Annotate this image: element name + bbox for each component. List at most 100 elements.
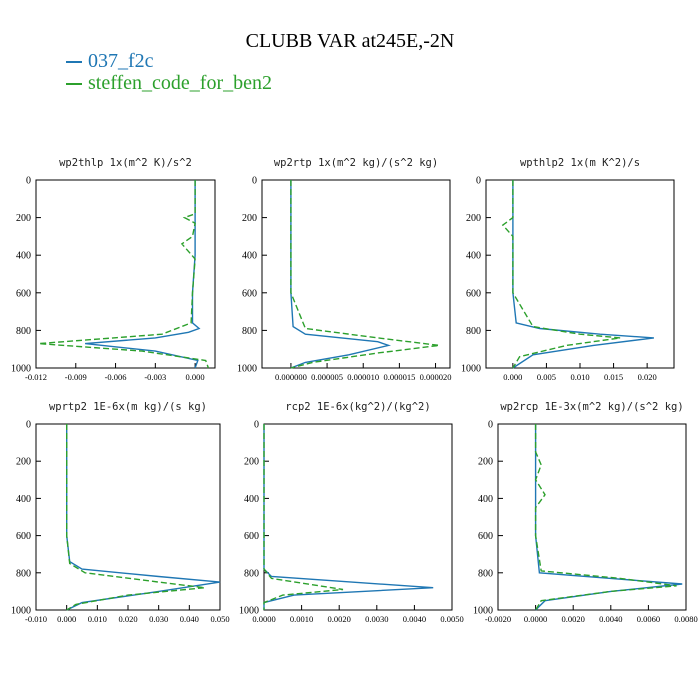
x-tick-label-4-2: 0.0020 [328, 614, 351, 624]
series-line-3-0 [65, 424, 221, 611]
x-tick-label-2-1: 0.005 [537, 372, 556, 382]
series-line-5-0 [534, 424, 683, 611]
y-tick-label-3-4: 800 [16, 568, 31, 579]
y-tick-label-2-5: 1000 [461, 364, 481, 375]
y-tick-label-3-1: 200 [16, 457, 31, 468]
y-tick-label-3-0: 0 [26, 420, 31, 431]
y-tick-label-1-5: 1000 [237, 364, 257, 375]
y-tick-label-5-5: 1000 [473, 606, 493, 617]
series-line-3-1 [65, 424, 205, 611]
x-tick-label-0-1: -0.009 [65, 372, 87, 382]
y-tick-label-0-4: 800 [16, 326, 31, 337]
plot-title-1: wp2rtp 1x(m^2 kg)/(s^2 kg) [274, 157, 438, 169]
legend: 037_f2c steffen_code_for_ben2 [66, 50, 272, 94]
y-tick-label-3-2: 400 [16, 494, 31, 505]
series-line-2-1 [501, 180, 621, 369]
series-line-0-0 [85, 180, 201, 369]
x-tick-label-3-2: 0.010 [88, 614, 107, 624]
y-tick-label-1-4: 800 [242, 326, 257, 337]
x-tick-label-2-3: 0.015 [604, 372, 623, 382]
y-tick-label-0-3: 600 [16, 288, 31, 299]
y-tick-label-4-4: 800 [244, 568, 259, 579]
y-tick-label-1-1: 200 [242, 213, 257, 224]
series-line-4-0 [263, 424, 434, 610]
figure-title: CLUBB VAR at245E,-2N [245, 30, 455, 52]
plot-title-3: wprtp2 1E-6x(m kg)/(s kg) [49, 401, 207, 413]
y-tick-label-3-5: 1000 [11, 606, 31, 617]
x-tick-label-3-6: 0.050 [210, 614, 229, 624]
x-tick-label-5-1: 0.0000 [524, 614, 547, 624]
x-tick-label-5-4: 0.0060 [637, 614, 660, 624]
x-tick-label-0-2: -0.006 [105, 372, 127, 382]
x-tick-label-5-3: 0.0040 [599, 614, 622, 624]
x-tick-label-4-3: 0.0030 [365, 614, 388, 624]
x-tick-label-0-0: -0.012 [25, 372, 47, 382]
y-tick-label-2-4: 800 [466, 326, 481, 337]
y-tick-label-4-0: 0 [254, 420, 259, 431]
plot-frame-2 [485, 179, 675, 369]
x-tick-label-3-1: 0.000 [57, 614, 76, 624]
x-tick-label-4-1: 0.0010 [290, 614, 313, 624]
x-tick-label-2-0: 0.000 [503, 372, 522, 382]
y-tick-label-4-1: 200 [244, 457, 259, 468]
x-tick-label-3-5: 0.040 [180, 614, 199, 624]
legend-swatch-037-f2c [66, 61, 82, 63]
legend-item-037-f2c: 037_f2c [66, 50, 272, 72]
y-tick-label-1-0: 0 [252, 176, 257, 187]
y-tick-label-5-0: 0 [488, 420, 493, 431]
y-tick-label-1-3: 600 [242, 288, 257, 299]
y-tick-label-3-3: 600 [16, 531, 31, 542]
x-tick-label-3-0: -0.010 [25, 614, 47, 624]
x-tick-label-5-2: 0.0020 [562, 614, 585, 624]
plot-title-5: wp2rcp 1E-3x(m^2 kg)/(s^2 kg) [500, 401, 683, 413]
y-tick-label-0-0: 0 [26, 176, 31, 187]
series-line-2-0 [512, 180, 654, 369]
x-tick-label-1-4: 0.000020 [420, 372, 452, 382]
y-tick-label-5-2: 400 [478, 494, 493, 505]
y-tick-label-4-2: 400 [244, 494, 259, 505]
plot-frame-3 [35, 423, 221, 611]
x-tick-label-1-1: 0.000005 [311, 372, 343, 382]
x-tick-label-2-2: 0.010 [570, 372, 589, 382]
legend-swatch-steffen [66, 83, 82, 85]
series-line-1-0 [290, 180, 392, 369]
series-line-0-1 [38, 180, 210, 369]
series-line-4-1 [263, 424, 344, 610]
legend-label-037-f2c: 037_f2c [88, 50, 154, 72]
x-tick-label-0-3: -0.003 [144, 372, 166, 382]
x-tick-label-1-0: 0.000000 [275, 372, 307, 382]
y-tick-label-5-1: 200 [478, 457, 493, 468]
legend-item-steffen: steffen_code_for_ben2 [66, 72, 272, 94]
y-tick-label-0-1: 200 [16, 213, 31, 224]
x-tick-label-2-4: 0.020 [638, 372, 657, 382]
plot-title-0: wp2thlp 1x(m^2 K)/s^2 [59, 157, 192, 169]
x-tick-label-5-5: 0.0080 [674, 614, 697, 624]
x-tick-label-4-5: 0.0050 [440, 614, 463, 624]
y-tick-label-0-5: 1000 [11, 364, 31, 375]
y-tick-label-5-3: 600 [478, 531, 493, 542]
x-tick-label-3-3: 0.020 [118, 614, 137, 624]
series-line-1-1 [290, 180, 440, 369]
y-tick-label-2-3: 600 [466, 288, 481, 299]
y-tick-label-2-2: 400 [466, 251, 481, 262]
y-tick-label-2-1: 200 [466, 213, 481, 224]
y-tick-label-1-2: 400 [242, 251, 257, 262]
plot-frame-0 [35, 179, 216, 369]
x-tick-label-1-2: 0.000010 [347, 372, 379, 382]
x-tick-label-1-3: 0.000015 [383, 372, 415, 382]
x-tick-label-3-4: 0.030 [149, 614, 168, 624]
x-tick-label-4-4: 0.0040 [403, 614, 426, 624]
y-tick-label-5-4: 800 [478, 568, 493, 579]
plot-frame-5 [497, 423, 687, 611]
y-tick-label-2-0: 0 [476, 176, 481, 187]
x-tick-label-5-0: -0.0020 [485, 614, 511, 624]
plot-frame-1 [261, 179, 451, 369]
series-line-5-1 [534, 424, 677, 611]
x-tick-label-0-4: 0.000 [186, 372, 205, 382]
plot-title-4: rcp2 1E-6x(kg^2)/(kg^2) [285, 401, 430, 413]
y-tick-label-4-5: 1000 [239, 606, 259, 617]
y-tick-label-4-3: 600 [244, 531, 259, 542]
y-tick-label-0-2: 400 [16, 251, 31, 262]
x-tick-label-4-0: 0.0000 [252, 614, 275, 624]
